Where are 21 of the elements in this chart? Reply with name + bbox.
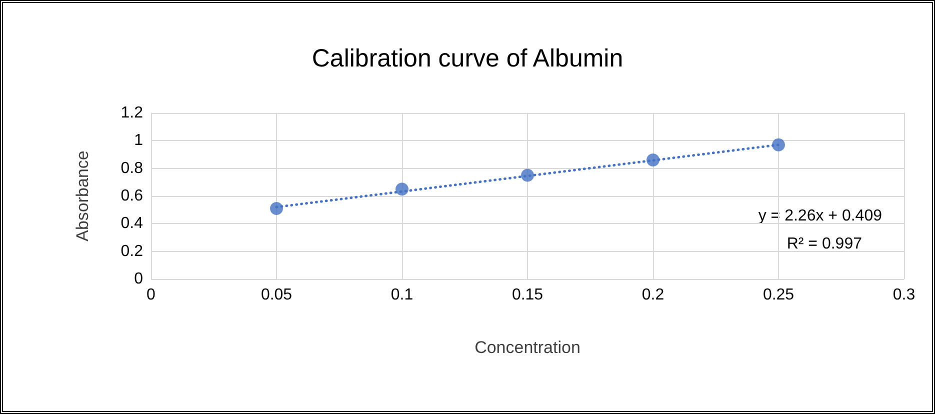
x-tick-label: 0 xyxy=(146,286,156,304)
x-tick-label: 0.2 xyxy=(642,286,664,304)
y-axis-title: Absorbance xyxy=(73,150,92,242)
chart-title: Calibration curve of Albumin xyxy=(312,44,624,72)
annotation: R² = 0.997 xyxy=(786,236,862,252)
point xyxy=(270,202,283,215)
point xyxy=(772,138,785,152)
y-tick-label: 0 xyxy=(134,270,144,288)
y-tick-label: 1 xyxy=(134,132,144,150)
y-tick-label: 0.6 xyxy=(120,188,144,204)
y-tick-label: 0.2 xyxy=(120,242,144,260)
y-tick-label: 1.2 xyxy=(120,104,144,122)
point xyxy=(396,182,408,196)
x-tick-label: 0.1 xyxy=(390,286,414,304)
x-tick-label: 0.05 xyxy=(260,286,292,304)
x-tick-label: 0.15 xyxy=(512,286,544,304)
x-tick-label: 0.25 xyxy=(762,286,794,304)
x-tick-label: 0.3 xyxy=(892,286,916,304)
y-tick-label: 0.8 xyxy=(120,160,144,177)
y-tick-label: 0.4 xyxy=(120,215,144,232)
x-axis-title: Concentration xyxy=(474,338,580,357)
